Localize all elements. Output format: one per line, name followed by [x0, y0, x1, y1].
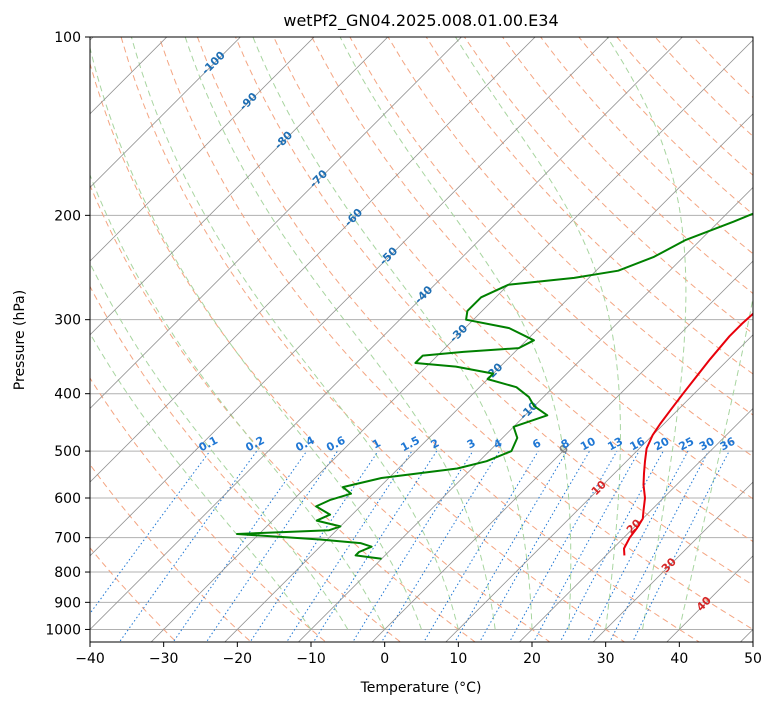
moist-adiabat — [455, 37, 622, 630]
isotherms — [90, 37, 753, 642]
y-axis-title: Pressure (hPa) — [12, 290, 28, 390]
dry-adiabat — [273, 37, 753, 543]
x-tick-label: 40 — [670, 651, 688, 667]
y-tick-label: 200 — [54, 208, 81, 224]
plot-area: -100-90-80-70-60-50-40-30-20-10010203040… — [90, 37, 753, 642]
x-axis-title: Temperature (°C) — [360, 680, 482, 696]
moist-adiabat — [90, 332, 312, 630]
x-tick-label: −20 — [223, 651, 253, 667]
isotherm-line — [518, 407, 753, 642]
isotherm-line — [592, 481, 753, 642]
moist-adiabat — [130, 37, 459, 630]
y-tick-label: 500 — [54, 444, 81, 460]
y-tick-label: 900 — [54, 595, 81, 611]
dry-adiabat — [90, 463, 252, 642]
y-axis-ticks: 100 200 300 400 500 600 700 800 900 1000 — [45, 30, 90, 638]
mixing-ratio-line — [118, 450, 258, 642]
isotherm-line — [445, 334, 753, 642]
moist-adiabat — [184, 37, 496, 630]
moist-adiabats — [90, 37, 753, 630]
mixing-ratio-label: 13 — [605, 435, 625, 454]
mixing-ratio-line — [205, 450, 338, 642]
mixing-ratio-label: 25 — [677, 435, 697, 454]
moist-adiabat — [339, 37, 572, 630]
x-tick-label: 10 — [449, 651, 467, 667]
mixing-ratio-line — [423, 450, 539, 642]
mixing-ratio-label: 30 — [697, 435, 717, 454]
moist-adiabat — [90, 262, 349, 630]
mixing-ratio-label: 36 — [718, 435, 738, 454]
y-tick-label: 800 — [54, 565, 81, 581]
isotherm-line — [297, 186, 753, 642]
dry-adiabat — [90, 377, 327, 642]
mixing-ratio-line — [533, 450, 640, 642]
temperature-profile-line — [623, 312, 753, 556]
isotherm-line — [224, 113, 753, 642]
x-tick-label: 30 — [597, 651, 615, 667]
dry-adiabat — [463, 37, 753, 335]
mixing-ratio-lines — [90, 450, 730, 642]
dry-adiabat — [90, 183, 476, 642]
sounding-series — [236, 212, 753, 560]
y-tick-label: 1000 — [45, 622, 81, 638]
mixing-ratio-label: 16 — [628, 435, 648, 454]
dry-adiabat — [196, 37, 753, 630]
mixing-ratio-label: 10 — [578, 435, 598, 454]
pressure-gridlines — [90, 37, 753, 630]
dry-adiabat — [234, 37, 753, 586]
x-tick-label: 0 — [380, 651, 389, 667]
isotherm-line — [90, 37, 684, 631]
chart-title: wetPf2_GN04.2025.008.01.00.E34 — [283, 11, 558, 31]
isotherm-line — [90, 37, 389, 336]
isotherm-line — [90, 37, 315, 262]
isotherm-line — [150, 39, 753, 642]
y-tick-label: 600 — [54, 491, 81, 507]
x-tick-label: −10 — [296, 651, 326, 667]
moist-adiabat — [678, 295, 753, 630]
mixing-ratio-line — [454, 450, 568, 642]
mixing-ratio-line — [559, 450, 664, 642]
x-tick-label: 50 — [744, 651, 762, 667]
mixing-ratio-line — [381, 450, 500, 642]
mixing-ratio-line — [479, 450, 591, 642]
y-tick-label: 300 — [54, 313, 81, 329]
y-tick-label: 400 — [54, 387, 81, 403]
mixing-ratio-line — [312, 450, 438, 642]
isotherm-line — [90, 37, 242, 189]
moist-adiabat — [90, 45, 422, 630]
isotherm-line — [90, 37, 463, 410]
y-tick-label: 100 — [54, 30, 81, 46]
dry-adiabat — [501, 37, 753, 295]
mixing-ratio-line — [352, 450, 474, 642]
dry-adiabat — [158, 37, 701, 642]
x-tick-label: 20 — [523, 651, 541, 667]
dry-adiabat — [311, 37, 753, 500]
dry-adiabat — [90, 62, 551, 642]
dry-adiabat — [120, 37, 626, 642]
x-tick-label: −40 — [75, 651, 105, 667]
isotherm-line — [90, 37, 536, 483]
y-tick-label: 700 — [54, 531, 81, 547]
isotherm-line — [90, 37, 610, 557]
mixing-ratio-line — [90, 450, 211, 615]
moist-adiabat — [606, 37, 687, 630]
moist-adiabat — [90, 173, 386, 630]
dewpoint-profile-line — [236, 212, 753, 560]
mixing-ratio-label: 20 — [652, 435, 672, 454]
moist-adiabat — [252, 37, 533, 630]
plot-frame — [89, 36, 754, 643]
mixing-ratio-line — [286, 450, 413, 642]
dry-adiabat — [90, 547, 178, 642]
isotherm-line — [371, 260, 753, 642]
x-axis-ticks: −40 −30 −20 −10 0 10 20 30 40 50 — [75, 642, 762, 667]
mixing-ratio-line — [249, 450, 379, 642]
dry-adiabats — [90, 37, 753, 642]
x-tick-label: −30 — [149, 651, 179, 667]
mixing-ratio-line — [586, 450, 689, 642]
